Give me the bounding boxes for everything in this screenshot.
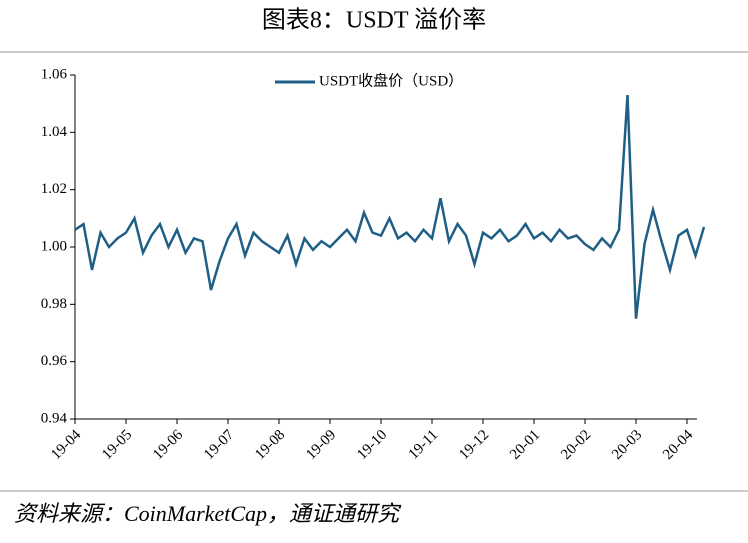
chart-title: 图表8：USDT 溢价率 <box>262 7 486 34</box>
x-tick-label: 19-07 <box>201 427 237 463</box>
x-tick-label: 20-01 <box>507 427 543 463</box>
x-tick-label: 19-05 <box>99 427 135 463</box>
x-tick-label: 19-08 <box>252 427 288 463</box>
y-tick-label: 1.02 <box>41 181 67 197</box>
y-tick-label: 0.96 <box>41 353 68 369</box>
y-tick-label: 1.06 <box>41 66 68 82</box>
x-tick-label: 19-06 <box>150 427 186 463</box>
x-tick-label: 19-12 <box>456 427 492 463</box>
x-tick-label: 20-04 <box>660 427 696 463</box>
x-tick-label: 20-02 <box>558 427 594 463</box>
y-tick-label: 0.94 <box>41 410 68 426</box>
source-note: 资料来源：CoinMarketCap，通证通研究 <box>14 501 402 526</box>
x-tick-label: 19-10 <box>354 427 390 463</box>
x-tick-label: 20-03 <box>609 427 645 463</box>
x-tick-label: 19-09 <box>303 427 339 463</box>
y-tick-label: 0.98 <box>41 296 67 312</box>
data-line <box>74 94 706 319</box>
y-tick-label: 1.04 <box>41 124 68 140</box>
x-tick-label: 19-11 <box>406 427 442 463</box>
x-tick-label: 19-04 <box>48 427 84 463</box>
y-tick-label: 1.00 <box>41 238 67 254</box>
legend-label: USDT收盘价（USD） <box>319 71 463 89</box>
